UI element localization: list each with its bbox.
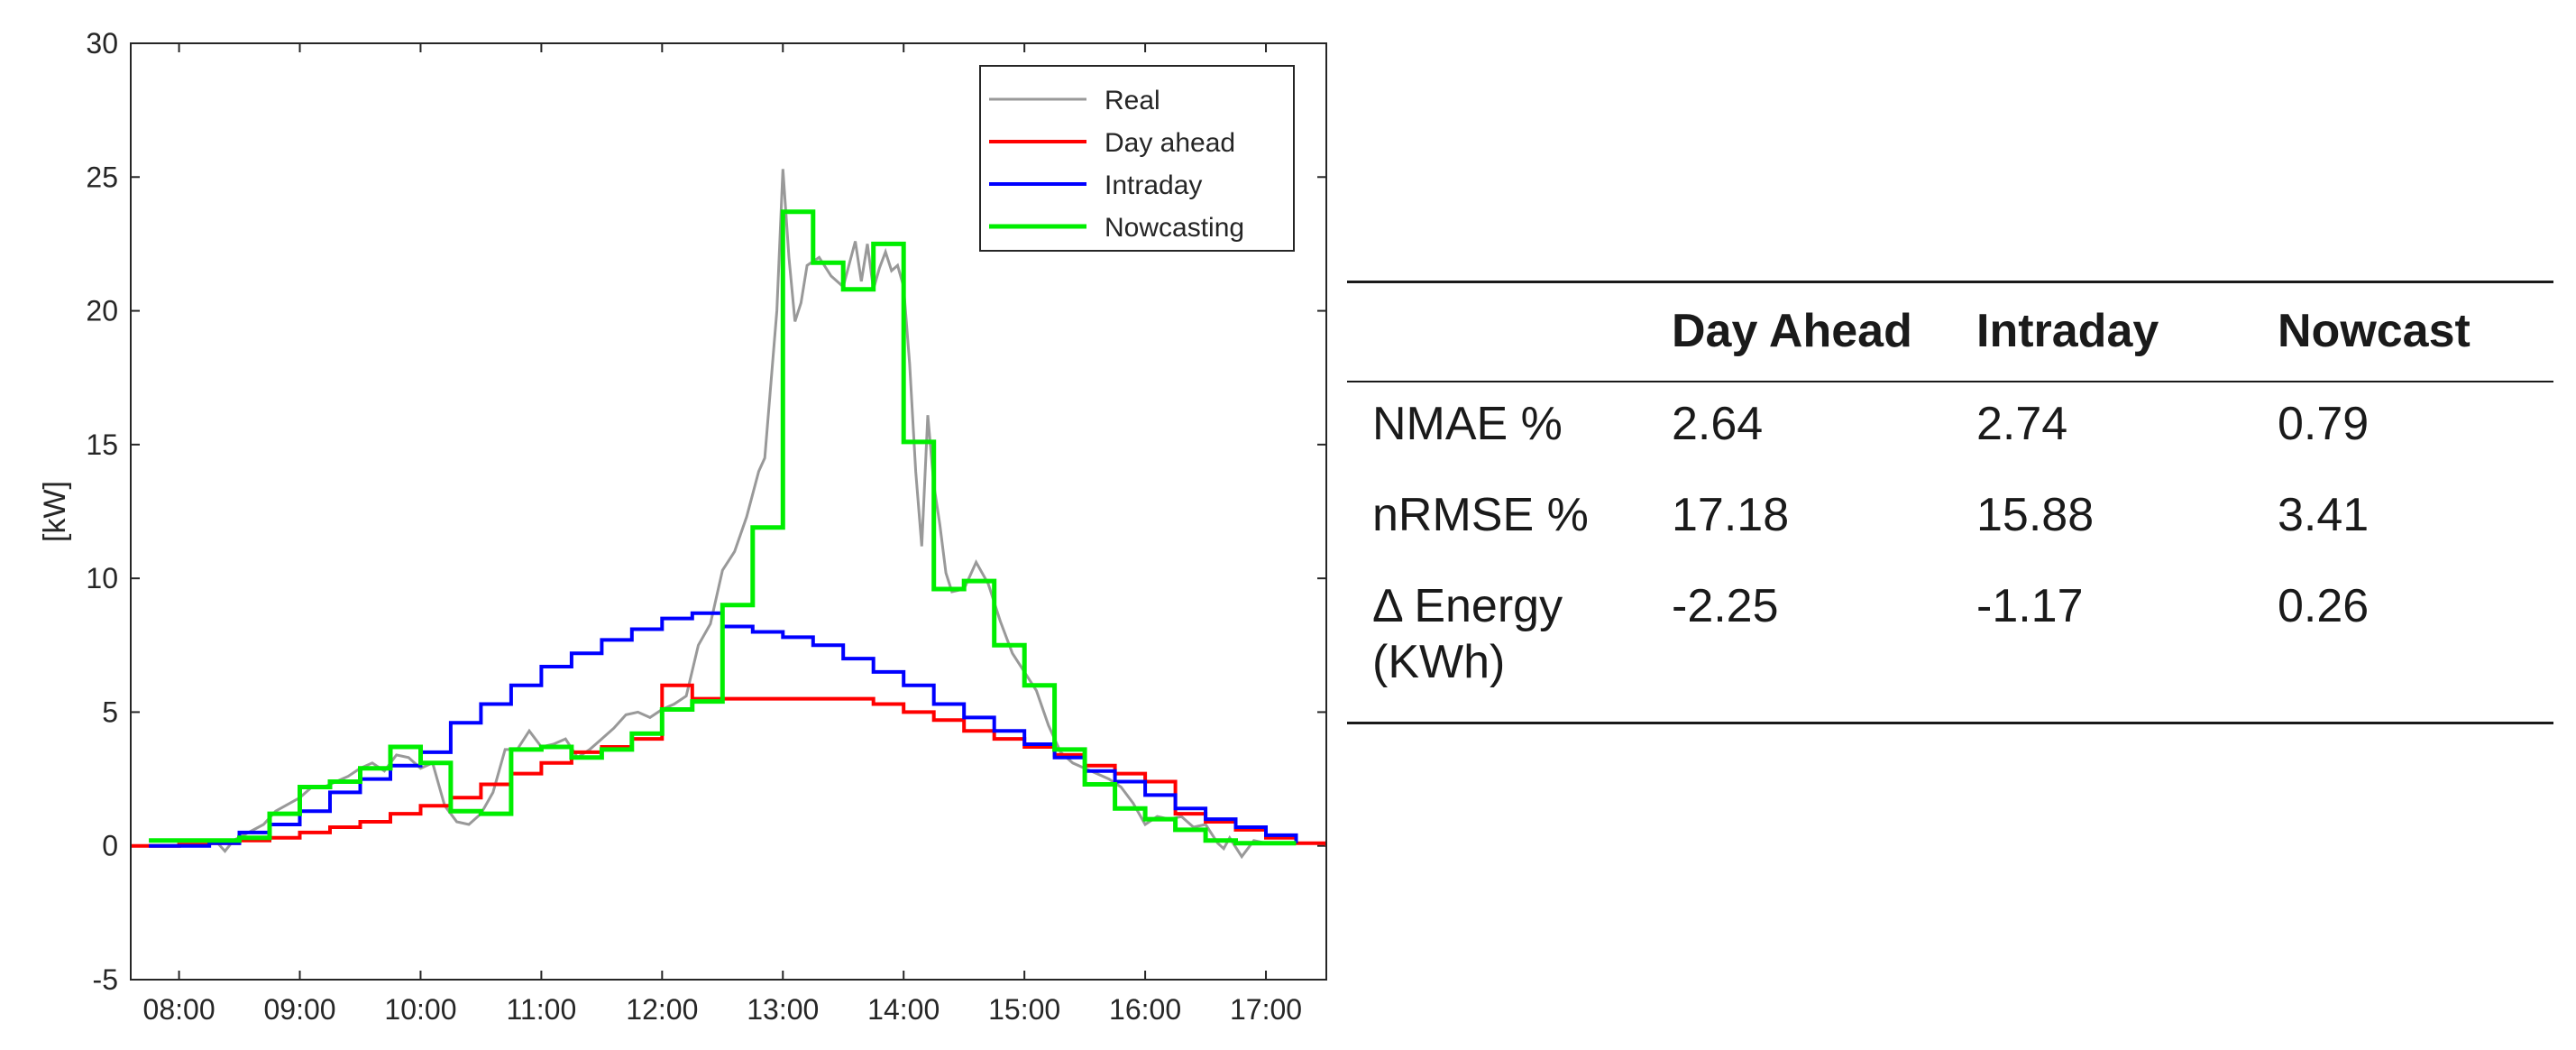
y-tick-label: 30 (86, 27, 118, 60)
x-axis: 08:00 09:00 10:00 11:00 12:00 13:00 14:00 15:00… (143, 43, 1302, 1026)
metrics-table: Day Ahead Intraday Nowcast NMAE % 2.64 2… (1347, 281, 2553, 724)
table-cell: -2.25 (1672, 580, 1779, 632)
table-header-intraday: Intraday (1976, 305, 2159, 357)
y-tick-label: -5 (93, 963, 118, 996)
table-header-nowcast: Nowcast (2278, 305, 2471, 357)
x-tick-label: 13:00 (747, 993, 819, 1026)
series-group (131, 169, 1326, 860)
row-label: NMAE % (1372, 398, 1563, 450)
x-tick-label: 11:00 (507, 993, 577, 1026)
y-tick-label: 25 (86, 161, 118, 193)
table-cell: -1.17 (1976, 580, 2084, 632)
y-tick-label: 5 (102, 695, 118, 728)
table-cell: 15.88 (1976, 489, 2095, 541)
x-tick-label: 15:00 (988, 993, 1060, 1026)
table-cell: 3.41 (2278, 489, 2370, 541)
y-tick-label: 20 (86, 295, 118, 327)
row-label-line2: (KWh) (1372, 636, 1506, 688)
series-line-intraday (149, 611, 1298, 848)
x-tick-label: 08:00 (143, 993, 215, 1026)
table-cell: 2.74 (1976, 398, 2068, 450)
table-header-divider (1347, 381, 2553, 382)
table-cell: 17.18 (1672, 489, 1790, 541)
row-label-line1: Δ Energy (1372, 580, 1563, 632)
x-tick-label: 16:00 (1109, 993, 1181, 1026)
legend-label-nowcasting: Nowcasting (1105, 213, 1244, 243)
series-line-nowcasting (149, 209, 1297, 846)
x-tick-label: 09:00 (263, 993, 335, 1026)
forecast-line-chart: -5 0 5 10 15 20 25 30 08:00 09:00 10:00 11:00 12:00… (38, 27, 1327, 1026)
table-cell: 2.64 (1672, 398, 1764, 450)
table-cell: 0.79 (2278, 398, 2370, 450)
y-axis: -5 0 5 10 15 20 25 30 (86, 27, 1326, 996)
table-header-day-ahead: Day Ahead (1672, 305, 1912, 357)
y-tick-label: 15 (86, 428, 118, 461)
legend-label-real: Real (1105, 86, 1160, 115)
row-label: Δ Energy (KWh) (1372, 578, 1563, 690)
y-tick-label: 0 (102, 830, 118, 862)
x-tick-label: 12:00 (626, 993, 698, 1026)
x-tick-label: 10:00 (384, 993, 456, 1026)
y-tick-label: 10 (86, 562, 118, 594)
legend-label-intraday: Intraday (1105, 170, 1202, 200)
legend-box (979, 65, 1295, 252)
x-tick-label: 17:00 (1230, 993, 1302, 1026)
legend-label-day-ahead: Day ahead (1105, 128, 1235, 158)
table-cell: 0.26 (2278, 580, 2370, 632)
row-label: nRMSE % (1372, 489, 1589, 541)
legend: Real Day ahead Intraday Nowcasting (979, 65, 1295, 252)
x-tick-label: 14:00 (867, 993, 940, 1026)
plot-frame (130, 42, 1327, 981)
y-axis-label: [kW] (38, 481, 72, 542)
